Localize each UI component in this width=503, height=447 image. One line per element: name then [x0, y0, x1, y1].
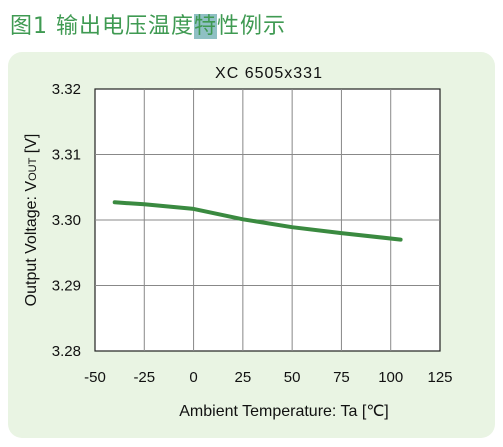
- chart-series: [112, 200, 403, 242]
- x-tick-label: 50: [284, 369, 301, 386]
- series-line: [112, 200, 403, 242]
- x-axis-ticks: -50 -25 0 25 50 75 100 125: [84, 369, 452, 386]
- y-axis-label-unit: [V]: [23, 134, 40, 158]
- x-tick-label: 100: [378, 369, 403, 386]
- chart-title: XC 6505x331: [215, 65, 323, 82]
- x-tick-label: 125: [427, 369, 452, 386]
- y-axis-label-main: Output Voltage: V: [23, 181, 40, 307]
- x-tick-label: 0: [189, 369, 197, 386]
- y-axis-ticks: 3.28 3.29 3.30 3.31 3.32: [52, 81, 81, 360]
- chart-grid: [94, 88, 441, 352]
- y-tick-label: 3.29: [52, 278, 81, 295]
- x-tick-label: 25: [235, 369, 252, 386]
- figure-heading: 图1 输出电压温度特性例示: [10, 8, 286, 40]
- y-axis-label-subscript: OUT: [27, 157, 39, 181]
- y-tick-label: 3.30: [52, 212, 81, 229]
- heading-text-after: 性例示: [217, 14, 287, 39]
- x-tick-label: -50: [84, 369, 106, 386]
- y-axis-label: Output Voltage: VOUT [V]: [23, 134, 40, 307]
- y-tick-label: 3.31: [52, 147, 81, 164]
- y-tick-label: 3.28: [52, 343, 81, 360]
- x-tick-label: 75: [333, 369, 350, 386]
- x-tick-label: -25: [133, 369, 155, 386]
- heading-text-before: 图1 输出电压温度: [10, 14, 194, 39]
- y-tick-label: 3.32: [52, 81, 81, 98]
- heading-highlighted-char: 特: [194, 14, 218, 39]
- x-axis-label: Ambient Temperature: Ta [℃]: [179, 403, 388, 420]
